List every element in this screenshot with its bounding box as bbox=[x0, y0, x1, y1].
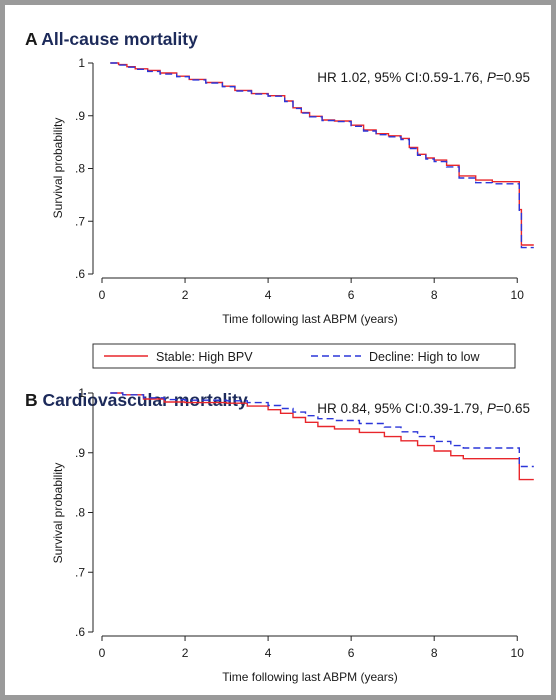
panel-b-x-label: Time following last ABPM (years) bbox=[222, 670, 398, 684]
panel-a-x-tick-label: 2 bbox=[182, 288, 189, 302]
panel-a-x-tick-label: 0 bbox=[99, 288, 106, 302]
legend-label-decline: Decline: High to low bbox=[369, 350, 480, 364]
legend-box bbox=[92, 343, 516, 369]
panel-b-x-tick-label: 4 bbox=[265, 646, 272, 660]
panel-b-x-tick-label: 8 bbox=[431, 646, 438, 660]
panel-a-x-tick-label: 8 bbox=[431, 288, 438, 302]
panel-b-y-tick-label: .6 bbox=[75, 625, 85, 639]
panel-b-y-label: Survival probability bbox=[51, 463, 65, 564]
panel-a-y-tick-label: 1 bbox=[78, 56, 85, 70]
panel-b-title: B Cardiovascular mortality bbox=[25, 390, 248, 411]
panel-b-y-tick-label: 1 bbox=[78, 386, 85, 400]
panel-a-y-label: Survival probability bbox=[51, 118, 65, 219]
panel-b-series-stable-high-bpv bbox=[110, 392, 534, 481]
panel-a-title-text: All-cause mortality bbox=[41, 29, 198, 49]
panel-b-letter: B bbox=[25, 390, 38, 410]
panel-a-y-tick-label: .9 bbox=[75, 109, 85, 123]
panel-b-series-decline-high-to-low bbox=[110, 392, 534, 468]
panel-b-x-tick-label: 0 bbox=[99, 646, 106, 660]
panel-b-y-tick-label: .8 bbox=[75, 506, 85, 520]
legend-label-stable: Stable: High BPV bbox=[156, 350, 253, 364]
panel-b-y-tick-label: .7 bbox=[75, 565, 85, 579]
panel-a-title: A All-cause mortality bbox=[25, 29, 198, 50]
panel-a-x-tick-label: 10 bbox=[511, 288, 525, 302]
panel-a-x-tick-label: 6 bbox=[348, 288, 355, 302]
panel-a-hr-annotation: HR 1.02, 95% CI:0.59-1.76, P=0.95 bbox=[317, 70, 530, 85]
panel-a-x-label: Time following last ABPM (years) bbox=[222, 312, 398, 326]
panel-a-y-tick-label: .6 bbox=[75, 267, 85, 281]
panel-a-y-tick-label: .8 bbox=[75, 162, 85, 176]
panel-a-letter: A bbox=[25, 29, 37, 49]
panel-a-series-stable-high-bpv bbox=[110, 62, 534, 246]
panel-a-x-tick-label: 4 bbox=[265, 288, 272, 302]
panel-b-x-tick-label: 2 bbox=[182, 646, 189, 660]
panel-b-title-text: Cardiovascular mortality bbox=[42, 390, 248, 410]
panel-b-hr-annotation: HR 0.84, 95% CI:0.39-1.79, P=0.65 bbox=[317, 401, 530, 416]
panel-b-x-tick-label: 10 bbox=[511, 646, 525, 660]
panel-b-x-tick-label: 6 bbox=[348, 646, 355, 660]
panel-a-series-decline-high-to-low bbox=[110, 62, 534, 249]
panel-a-y-tick-label: .7 bbox=[75, 214, 85, 228]
panel-b-y-tick-label: .9 bbox=[75, 446, 85, 460]
